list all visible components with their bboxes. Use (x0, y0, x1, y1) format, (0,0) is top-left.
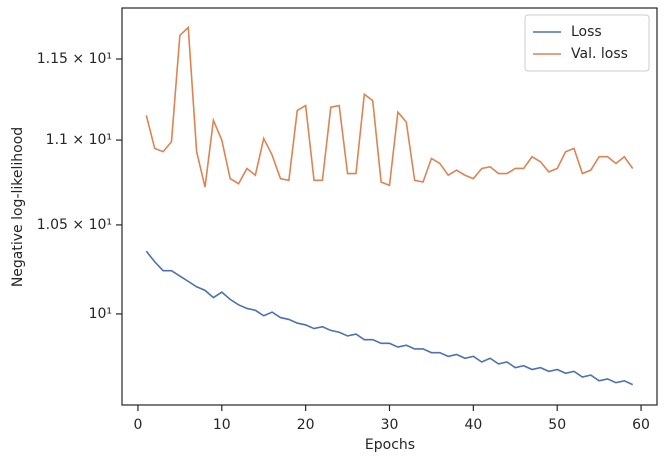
y-tick-label: 10¹ (89, 306, 112, 322)
y-tick-label: 1.1 × 10¹ (46, 132, 112, 148)
x-tick-label: 50 (548, 417, 566, 433)
x-tick-label: 20 (297, 417, 315, 433)
y-axis-label: Negative log-likelihood (10, 127, 26, 287)
x-tick-label: 40 (464, 417, 482, 433)
legend-label: Loss (571, 24, 602, 40)
x-axis-label: Epochs (365, 437, 415, 453)
x-tick-label: 10 (213, 417, 231, 433)
plot-frame (121, 7, 658, 406)
line-series (145, 25, 634, 188)
y-tick-label: 1.15 × 10¹ (37, 51, 112, 67)
x-tick-label: 30 (381, 417, 399, 433)
x-tick-label: 0 (133, 417, 142, 433)
legend-box (524, 14, 650, 72)
legend-label: Val. loss (571, 46, 628, 62)
x-tick-label: 60 (632, 417, 650, 433)
line-series (145, 250, 634, 386)
y-tick-label: 1.05 × 10¹ (37, 217, 112, 233)
